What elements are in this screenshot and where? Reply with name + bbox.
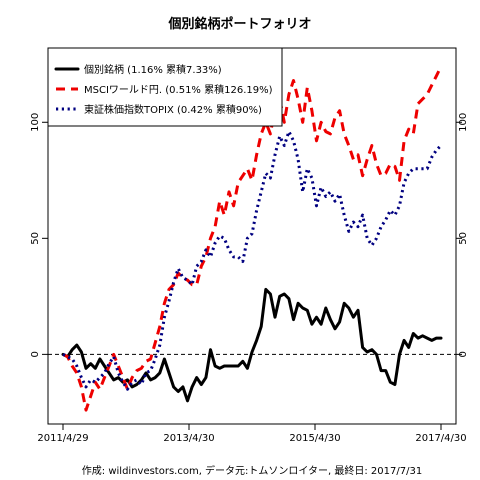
y-tick-label-right: 50	[458, 232, 469, 245]
series-line-3	[62, 130, 443, 391]
legend-label-1: 個別銘柄 (1.16% 累積7.33%)	[84, 63, 222, 76]
y-tick-label-left: 0	[30, 351, 41, 357]
x-tick-label: 2017/4/30	[415, 433, 466, 444]
x-tick-label: 2015/4/30	[289, 433, 340, 444]
legend-label-2: MSCIワールド円. (0.51% 累積126.19%)	[84, 83, 273, 96]
chart-caption: 作成: wildinvestors.com, データ元:トムソンロイター, 最終…	[82, 464, 422, 477]
x-tick-label: 2011/4/29	[37, 433, 88, 444]
y-tick-label-right: 0	[458, 351, 469, 357]
legend-box	[47, 47, 283, 127]
y-tick-label-right: 100	[458, 113, 469, 132]
x-tick-label: 2013/4/30	[163, 433, 214, 444]
series-line-1	[61, 287, 443, 403]
plot-area: 0 0 50 50 100 100 2011/4/29 2013/4/30 2015/4/30 2…	[30, 47, 469, 444]
y-tick-label-left: 100	[30, 113, 41, 132]
legend-label-3: 東証株価指数TOPIX (0.42% 累積90%)	[84, 103, 262, 116]
chart-title: 個別銘柄ポートフォリオ	[167, 16, 311, 32]
series-line-2	[62, 65, 443, 412]
y-tick-label-left: 50	[30, 232, 41, 245]
